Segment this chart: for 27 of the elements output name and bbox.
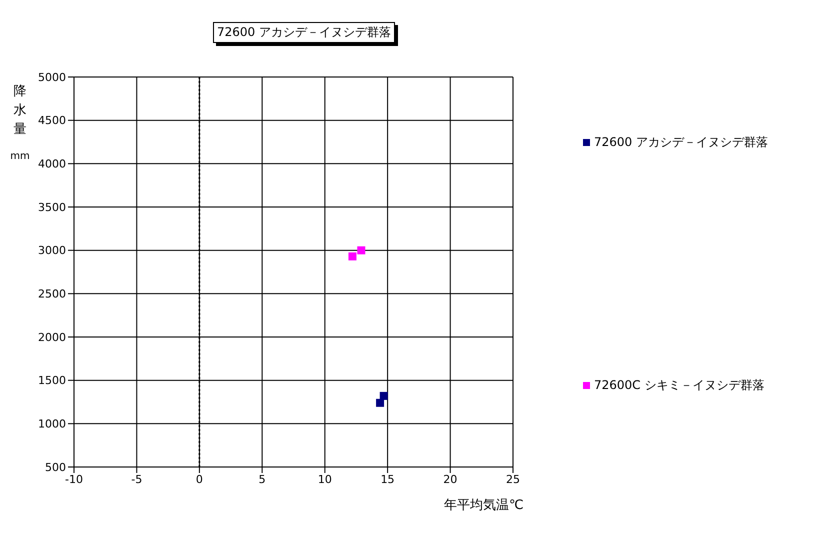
y-tick-label: 4500 — [38, 114, 66, 128]
y-tick-label: 3500 — [38, 200, 66, 214]
y-tick-label: 5000 — [38, 70, 66, 84]
y-tick-label: 4000 — [38, 158, 66, 171]
point — [376, 398, 384, 407]
y-tick-label: 3000 — [38, 244, 66, 258]
x-tick-label: 25 — [506, 472, 520, 486]
y-axis-title: 降水量 mm — [10, 83, 30, 164]
y-tick-label: 500 — [45, 460, 66, 474]
y-tick-label: 1000 — [38, 418, 66, 431]
y-tick-label: 1500 — [38, 374, 66, 388]
legend-label: 72600C シキミ－イヌシデ群落 — [594, 377, 764, 394]
x-tick-label: 0 — [196, 472, 203, 486]
x-tick-label: 5 — [258, 472, 266, 486]
x-tick-label: -5 — [131, 472, 142, 486]
point — [380, 392, 388, 400]
point — [348, 252, 356, 260]
x-tick-label: 10 — [318, 472, 332, 486]
x-axis-title: 年平均気温℃ — [444, 497, 524, 514]
y-tick-label: 2000 — [38, 330, 66, 344]
x-tick-label: -10 — [65, 472, 83, 486]
x-tick-label: 15 — [380, 472, 395, 486]
y-tick-label: 2500 — [38, 288, 66, 301]
x-tick-label: 20 — [443, 472, 458, 486]
point — [357, 246, 366, 254]
legend-label: 72600 アカシデ－イヌシデ群落 — [594, 134, 768, 151]
chart-title: 72600 アカシデ－イヌシデ群落 — [213, 22, 395, 43]
